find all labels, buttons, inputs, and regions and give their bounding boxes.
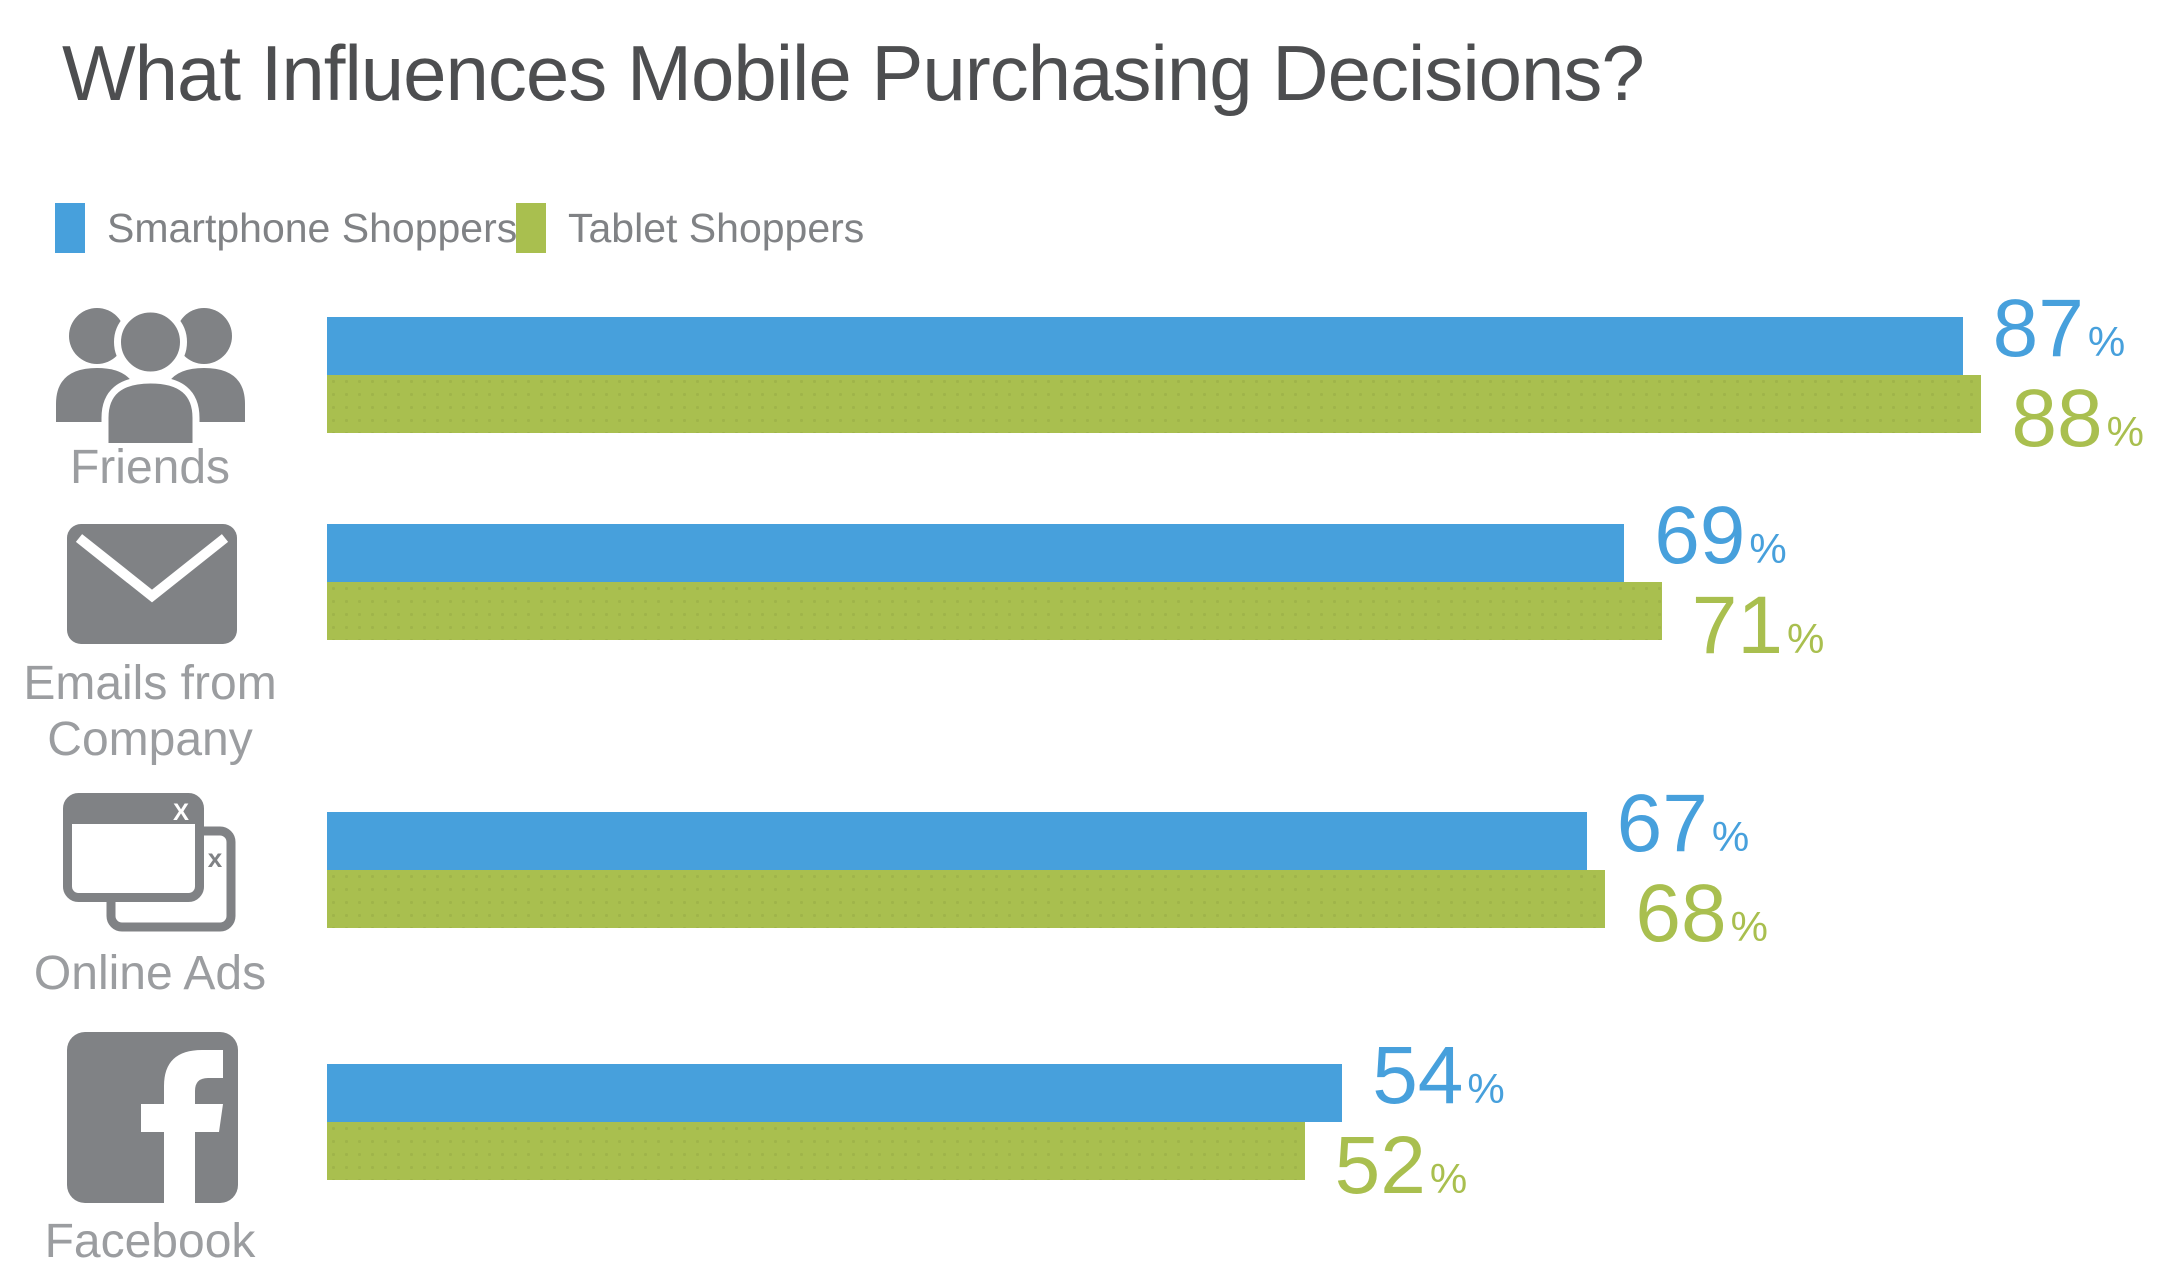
category-label-emails: Emails from Company <box>23 657 277 766</box>
legend-item-tablet: Tablet Shoppers <box>516 202 864 254</box>
bar-line-facebook-smartphone: 54% <box>327 1035 2182 1122</box>
bar-emails-smartphone <box>327 524 1625 582</box>
bar-line-online-ads-tablet: 68% <box>327 870 2182 955</box>
svg-text:x: x <box>208 843 223 873</box>
bar-group-online-ads: 67% 68% <box>327 783 2182 955</box>
facebook-icon <box>67 1032 238 1203</box>
value-label-online-ads-smartphone: 67% <box>1616 778 1750 869</box>
legend-swatch-tablet <box>516 203 546 253</box>
email-icon <box>67 524 237 644</box>
value-label-facebook-tablet: 52% <box>1334 1120 1468 1211</box>
category-label-friends: Friends <box>69 441 231 494</box>
legend-item-smartphone: Smartphone Shoppers <box>55 202 517 254</box>
bar-emails-tablet <box>327 582 1662 640</box>
friends-icon <box>48 298 253 443</box>
value-label-facebook-smartphone: 54% <box>1372 1030 1505 1121</box>
value-label-emails-tablet: 71% <box>1691 580 1825 671</box>
svg-text:X: X <box>173 799 189 826</box>
bar-line-facebook-tablet: 52% <box>327 1122 2182 1207</box>
bar-facebook-tablet <box>327 1122 1305 1180</box>
bar-facebook-smartphone <box>327 1064 1343 1122</box>
bar-online-ads-smartphone <box>327 812 1587 870</box>
value-label-online-ads-tablet: 68% <box>1635 868 1768 959</box>
value-label-friends-tablet: 88% <box>2011 373 2144 464</box>
category-label-facebook: Facebook <box>44 1215 256 1268</box>
legend-label-tablet: Tablet Shoppers <box>568 204 865 251</box>
bar-line-online-ads-smartphone: 67% <box>327 783 2182 870</box>
bar-line-friends-tablet: 88% <box>327 375 2182 460</box>
bar-group-emails: 69% 71% <box>327 495 2182 667</box>
value-label-emails-smartphone: 69% <box>1654 490 1787 581</box>
bar-online-ads-tablet <box>327 870 1606 928</box>
bar-line-emails-smartphone: 69% <box>327 495 2182 582</box>
bar-group-facebook: 54% 52% <box>327 1035 2182 1207</box>
bar-friends-smartphone <box>327 317 1963 375</box>
online-ads-icon: x X <box>63 793 238 935</box>
bar-line-friends-smartphone: 87% <box>327 288 2182 375</box>
value-label-friends-smartphone: 87% <box>1992 283 2126 374</box>
bar-line-emails-tablet: 71% <box>327 582 2182 667</box>
category-label-online-ads: Online Ads <box>33 947 267 1000</box>
legend-swatch-smartphone <box>55 203 85 253</box>
page-title: What Influences Mobile Purchasing Decisi… <box>62 29 1645 117</box>
bar-friends-tablet <box>327 375 1982 433</box>
legend-label-smartphone: Smartphone Shoppers <box>107 204 518 251</box>
bar-group-friends: 87% 88% <box>327 288 2182 460</box>
